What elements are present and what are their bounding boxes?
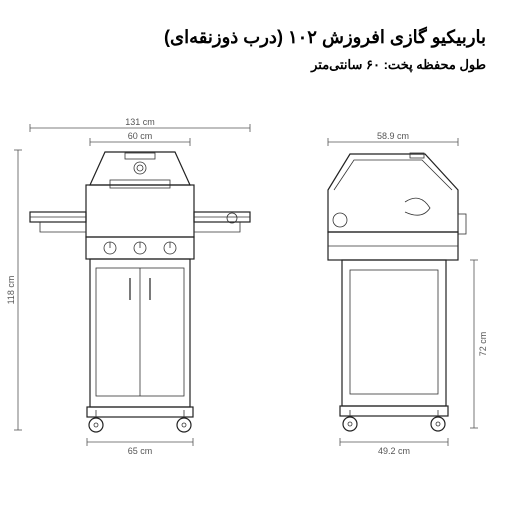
dim-side-base-width: 49.2 cm: [378, 446, 410, 456]
diagram-area: 131 cm 60 cm 118 cm 65 cm: [0, 90, 510, 490]
product-title: باربیکیو گازی افروزش ۱۰۲ (درب ذوزنقه‌ای): [164, 24, 486, 51]
dim-cook-width: 60 cm: [128, 131, 153, 141]
header: باربیکیو گازی افروزش ۱۰۲ (درب ذوزنقه‌ای)…: [164, 24, 486, 73]
technical-drawing: 131 cm 60 cm 118 cm 65 cm: [0, 90, 510, 490]
product-subtitle: طول محفظه پخت: ۶۰ سانتی‌متر: [164, 57, 486, 73]
dim-total-height: 118 cm: [6, 276, 16, 305]
dim-total-width: 131 cm: [125, 117, 155, 127]
side-view: 58.9 cm 72 cm 49.2 cm: [328, 131, 488, 456]
front-view: 131 cm 60 cm 118 cm 65 cm: [6, 117, 250, 456]
dim-base-width: 65 cm: [128, 446, 153, 456]
dim-side-top-width: 58.9 cm: [377, 131, 409, 141]
dim-side-lower-height: 72 cm: [478, 332, 488, 357]
